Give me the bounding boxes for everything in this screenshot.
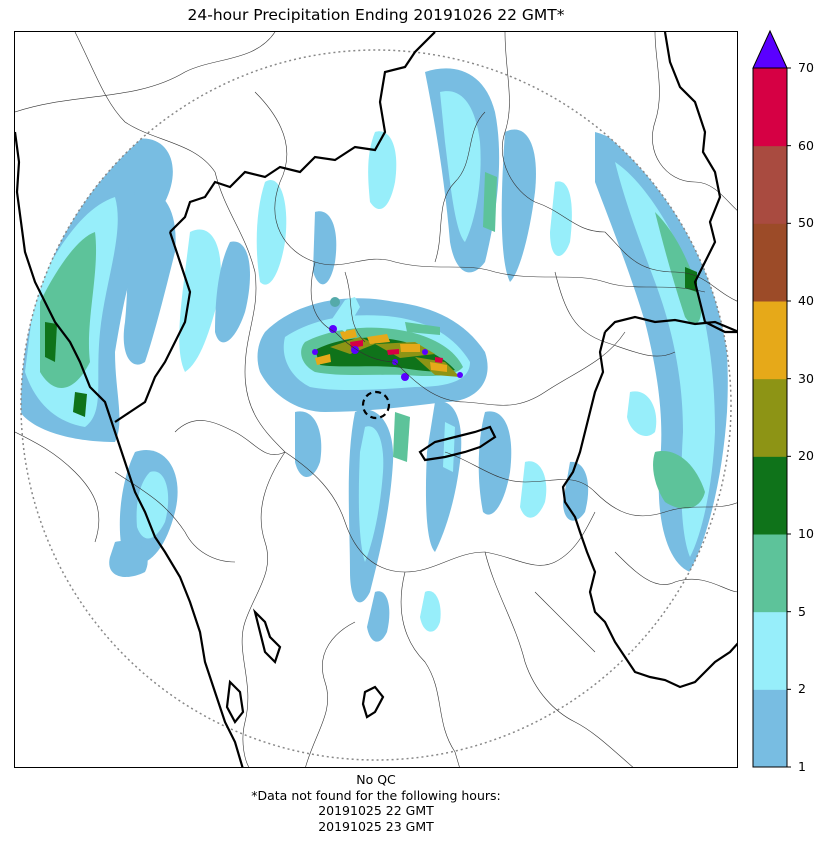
colorbar-bin-1-2: [753, 689, 787, 768]
colorbar-bin-2-5: [753, 611, 787, 690]
radar-range-ring: [20, 49, 732, 761]
missing-hour: 20191025 22 GMT: [318, 803, 434, 818]
colorbar-tick-label: 2: [798, 681, 806, 697]
colorbar-tick-label: 50: [798, 215, 814, 231]
colorbar-tick-label: 40: [798, 293, 814, 308]
qc-status: No QC: [356, 772, 396, 787]
colorbar-tick-label: 70: [798, 60, 814, 75]
colorbar-tick-label: 20: [798, 448, 814, 464]
colorbar-tick-label: 30: [798, 370, 814, 386]
chart-title: 24-hour Precipitation Ending 20191026 22…: [187, 6, 565, 24]
colorbar-bin-20-30: [753, 378, 787, 457]
colorbar-bin-50-60: [753, 145, 787, 224]
radar-site-marker: [361, 390, 391, 420]
missing-data-note: *Data not found for the following hours:: [251, 787, 501, 803]
radar-map: [14, 31, 738, 768]
colorbar-bin-60-70: [753, 68, 787, 147]
colorbar-outline: [752, 68, 788, 768]
colorbar-extend-arrow: [752, 29, 788, 69]
colorbar-tick-label: 10: [798, 526, 814, 541]
national-borders: [15, 32, 737, 767]
colorbar-tick-label: 1: [798, 759, 806, 774]
colorbar-tick-label: 60: [798, 137, 814, 153]
region-boundaries: [15, 32, 737, 767]
colorbar-bin-5-10: [753, 534, 787, 613]
colorbar-tick-label: 5: [798, 603, 806, 619]
colorbar-bin-30-40: [753, 301, 787, 380]
colorbar: [752, 29, 791, 768]
map-footer: No QC *Data not found for the following …: [0, 772, 752, 834]
precipitation-field: [21, 68, 728, 642]
colorbar-bin-40-50: [753, 223, 787, 302]
colorbar-bin-10-20: [753, 456, 787, 535]
missing-hour: 20191025 23 GMT: [318, 818, 434, 834]
radar-map-canvas: [15, 32, 737, 767]
